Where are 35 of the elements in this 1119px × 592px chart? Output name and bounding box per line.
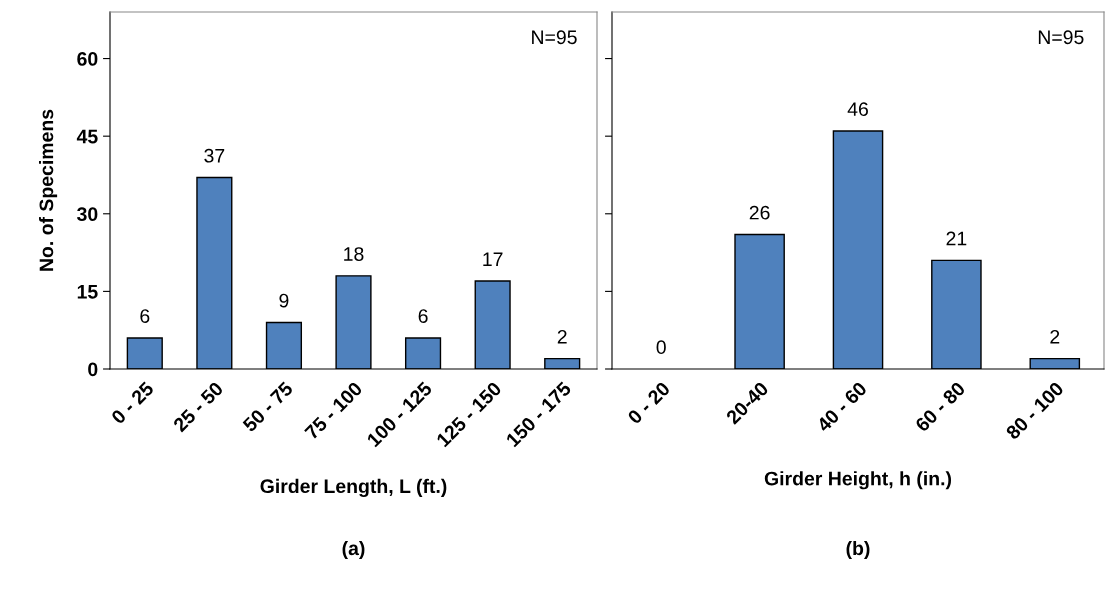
y-tick-label: 0 — [88, 362, 98, 377]
x-tick-label: 0 - 20 — [626, 381, 671, 425]
data-label: 37 — [204, 148, 225, 163]
y-tick-label: 30 — [77, 207, 98, 222]
data-label: 2 — [557, 329, 567, 344]
data-label: 2 — [1050, 329, 1060, 344]
x-tick-label: 125 - 150 — [435, 381, 503, 448]
x-tick-label: 40 - 60 — [815, 381, 868, 433]
x-tick-label: 150 - 175 — [505, 380, 572, 448]
x-tick-label: 0 - 25 — [110, 380, 155, 425]
data-label: 46 — [847, 102, 868, 117]
x-tick-label: 75 - 100 — [304, 381, 364, 441]
data-label: 9 — [279, 293, 289, 308]
x-tick-label: 80 - 100 — [1005, 381, 1065, 441]
x-tick-label: 60 - 80 — [914, 381, 966, 433]
data-label: 26 — [749, 205, 770, 220]
x-axis-title: Girder Height, h (in.) — [764, 471, 952, 490]
data-label: 6 — [140, 309, 150, 323]
x-axis-title: Girder Length, L (ft.) — [260, 478, 447, 498]
annotation: N=95 — [1038, 30, 1084, 45]
y-tick-label: 45 — [76, 129, 98, 144]
y-axis-title: No. of Specimens — [39, 109, 58, 271]
data-label: 17 — [483, 252, 503, 266]
data-label: 6 — [418, 309, 428, 323]
x-tick-label: 50 - 75 — [241, 380, 294, 433]
x-tick-label: 100 - 125 — [366, 380, 433, 448]
y-tick-label: 15 — [77, 285, 98, 299]
annotation: N=95 — [532, 30, 577, 45]
text: (a) — [342, 540, 365, 560]
data-label: 0 — [656, 340, 666, 355]
y-tick-label: 60 — [77, 52, 98, 66]
text: (b) — [846, 540, 870, 560]
data-label: 18 — [344, 247, 364, 261]
data-label: 21 — [946, 231, 967, 246]
x-tick-label: 25 - 50 — [172, 381, 224, 433]
